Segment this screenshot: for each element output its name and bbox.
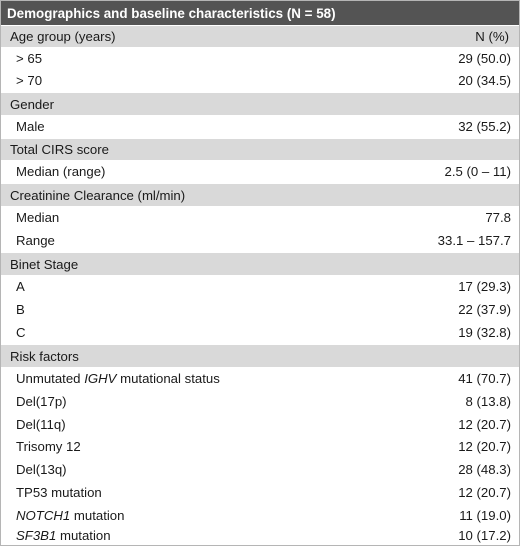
table-row: Del(17p) 8 (13.8) [1, 390, 519, 413]
table-title: Demographics and baseline characteristic… [1, 1, 519, 25]
row-value: 11 (19.0) [459, 507, 511, 523]
row-label: Trisomy 12 [16, 439, 81, 454]
row-value: 28 (48.3) [458, 462, 511, 477]
gene-name: IGHV [84, 371, 117, 386]
row-label: Del(13q) [16, 462, 67, 477]
row-label: Median (range) [16, 164, 106, 179]
row-label: NOTCH1 mutation [16, 508, 124, 523]
section-creatinine-clearance: Creatinine Clearance (ml/min) [1, 183, 519, 206]
row-value: 10 (17.2) [458, 528, 511, 543]
row-label-text: mutation [70, 507, 125, 523]
table-row: Del(13q) 28 (48.3) [1, 458, 519, 481]
table-row: A 17 (29.3) [1, 275, 519, 298]
table-row: Median (range) 2.5 (0 – 11) [1, 160, 519, 183]
section-binet-stage: Binet Stage [1, 252, 519, 275]
table-row: Unmutated IGHV mutational status 41 (70.… [1, 367, 519, 390]
row-label-text: Trisomy 12 [16, 439, 81, 454]
row-label: B [16, 302, 25, 317]
gene-name: SF3B1 [16, 528, 57, 543]
row-label-text: Unmutated [16, 371, 85, 386]
gene-name: NOTCH1 [16, 507, 71, 523]
table-row: SF3B1 mutation 10 (17.2) [1, 526, 519, 545]
row-value: 41 (70.7) [458, 371, 511, 386]
row-value: 29 (50.0) [458, 50, 511, 66]
section-age-group: Age group (years) N (%) [1, 25, 519, 47]
row-label-text: Del(11q) [16, 416, 66, 432]
row-label-text: Del(17p) [16, 394, 67, 409]
row-label: Del(11q) [16, 417, 66, 432]
row-value: 2.5 (0 – 11) [444, 164, 511, 179]
section-label-gender: Gender [10, 96, 54, 112]
row-label: Median [16, 210, 60, 225]
table-row: Male 32 (55.2) [1, 115, 519, 138]
table-row: Del(11q) 12 (20.7) [1, 413, 519, 435]
section-label-age-group: Age group (years) [10, 29, 116, 44]
table-row: Range 33.1 – 157.7 [1, 229, 519, 252]
section-label-cirs: Total CIRS score [10, 142, 109, 157]
row-value: 20 (34.5) [458, 73, 511, 88]
row-label: Unmutated IGHV mutational status [16, 371, 220, 386]
table-row: B 22 (37.9) [1, 298, 519, 321]
row-label: SF3B1 mutation [16, 528, 111, 543]
table-row: > 65 29 (50.0) [1, 47, 519, 69]
row-label: Male [16, 119, 45, 134]
table-row: TP53 mutation 12 (20.7) [1, 481, 519, 504]
row-value: 12 (20.7) [458, 485, 511, 500]
column-header-n-percent: N (%) [475, 29, 509, 44]
table-title-text: Demographics and baseline characteristic… [7, 5, 336, 21]
row-value: 8 (13.8) [465, 394, 511, 409]
row-label: TP53 mutation [16, 485, 102, 500]
table-row: Trisomy 12 12 (20.7) [1, 435, 519, 458]
row-label: C [16, 325, 26, 340]
row-label: > 70 [16, 73, 43, 88]
section-label-creatinine: Creatinine Clearance (ml/min) [10, 187, 186, 203]
row-value: 77.8 [485, 210, 511, 225]
row-value: 12 (20.7) [458, 416, 511, 432]
row-label: Del(17p) [16, 394, 67, 409]
row-value: 12 (20.7) [458, 439, 511, 454]
row-label: Range [16, 233, 55, 248]
row-label: > 65 [16, 50, 43, 66]
row-label-text: mutation [56, 528, 111, 543]
table-row: Median 77.8 [1, 206, 519, 229]
row-label-text: TP53 mutation [16, 485, 102, 500]
table-row: NOTCH1 mutation 11 (19.0) [1, 504, 519, 526]
section-cirs: Total CIRS score [1, 138, 519, 160]
section-label-binet: Binet Stage [10, 256, 79, 272]
row-value: 19 (32.8) [458, 325, 511, 340]
row-value: 17 (29.3) [458, 279, 511, 294]
table-row: C 19 (32.8) [1, 321, 519, 344]
section-label-risk-factors: Risk factors [10, 348, 79, 364]
section-risk-factors: Risk factors [1, 344, 519, 367]
section-gender: Gender [1, 92, 519, 115]
row-label: A [16, 279, 25, 294]
row-value: 22 (37.9) [458, 302, 511, 317]
table-row: > 70 20 (34.5) [1, 69, 519, 92]
row-label-text: mutational status [116, 371, 220, 386]
row-label-text: Del(13q) [16, 462, 67, 477]
row-value: 33.1 – 157.7 [437, 233, 511, 248]
row-value: 32 (55.2) [458, 119, 511, 134]
